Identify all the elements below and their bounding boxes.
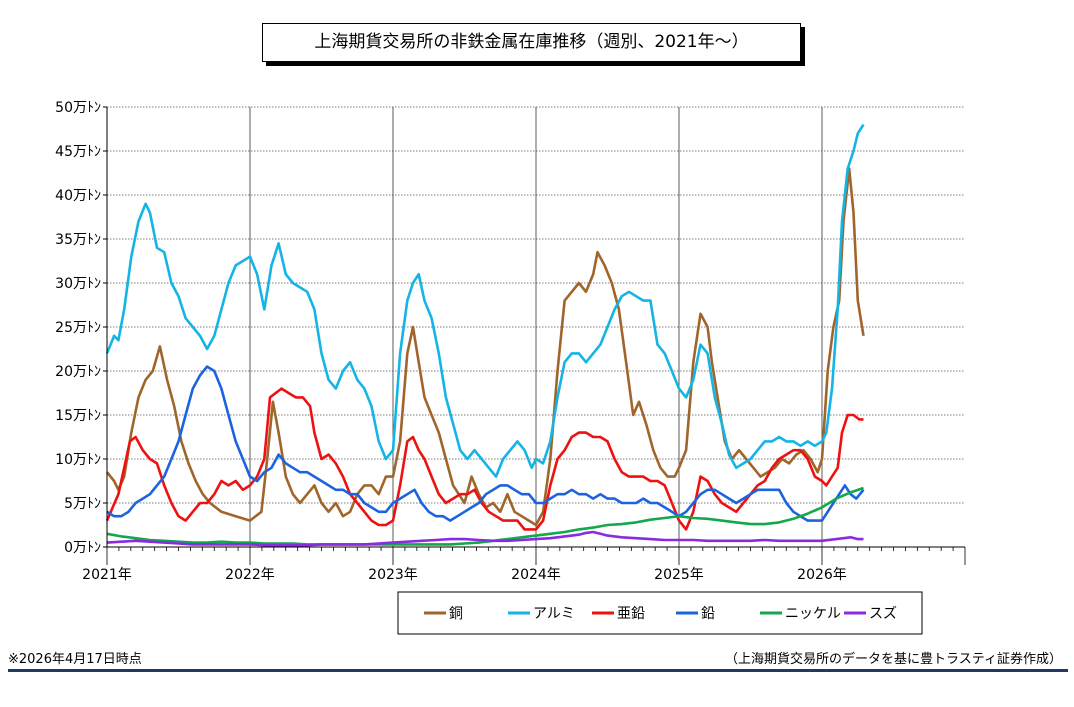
y-tick-label: 5万ﾄﾝ [64, 496, 101, 512]
series-line-アルミ [105, 123, 865, 478]
x-tick-label: 2021年 [82, 567, 132, 583]
footnote: ※2026年4月17日時点 [8, 652, 142, 667]
y-tick-label: 10万ﾄﾝ [55, 452, 101, 468]
y-tick-label: 25万ﾄﾝ [55, 320, 101, 336]
legend-label: スズ [869, 606, 897, 622]
series-lines [105, 123, 865, 547]
legend-label: アルミ [533, 606, 575, 622]
series-line-亜鉛 [105, 387, 864, 531]
y-tick-label: 15万ﾄﾝ [55, 408, 101, 424]
y-tick-label: 50万ﾄﾝ [55, 100, 101, 116]
y-tick-label: 45万ﾄﾝ [55, 144, 101, 160]
legend-box [397, 591, 923, 635]
x-tick-label: 2022年 [225, 567, 275, 583]
axes [106, 107, 965, 548]
legend-label: 銅 [449, 606, 463, 622]
y-tick-label: 35万ﾄﾝ [55, 232, 101, 248]
y-tick-label: 20万ﾄﾝ [55, 364, 101, 380]
source-note: （上海期貨交易所のデータを基に豊トラスティ証券作成） [725, 652, 1062, 667]
series-line-スズ [106, 530, 864, 547]
x-tick-label: 2026年 [797, 567, 847, 583]
legend-label: ニッケル [785, 606, 841, 622]
legend-label: 鉛 [701, 606, 715, 622]
x-axis-ticks: 2021年 2022年 2023年 2024年 2025年 2026年 [82, 547, 966, 583]
x-tick-label: 2025年 [654, 567, 704, 583]
x-tick-label: 2024年 [511, 567, 561, 583]
legend: 銅 アルミ 亜鉛 鉛 ニッケル スズ [397, 591, 923, 635]
y-tick-label: 40万ﾄﾝ [55, 188, 101, 204]
series-line-銅 [105, 167, 865, 527]
chart-title: 上海期貨交易所の非鉄金属在庫推移（週別、2021年～） [262, 23, 801, 62]
series-line-鉛 [106, 365, 865, 522]
legend-label: 亜鉛 [617, 606, 645, 622]
bottom-divider [8, 669, 1068, 672]
y-axis-ticks: 0万ﾄﾝ 5万ﾄﾝ 10万ﾄﾝ 15万ﾄﾝ 20万ﾄﾝ 25万ﾄﾝ 30万ﾄﾝ 35万ﾄﾝ 40… [55, 100, 107, 556]
y-tick-label: 30万ﾄﾝ [55, 276, 101, 292]
y-tick-label: 0万ﾄﾝ [64, 540, 101, 556]
x-tick-label: 2023年 [368, 567, 418, 583]
